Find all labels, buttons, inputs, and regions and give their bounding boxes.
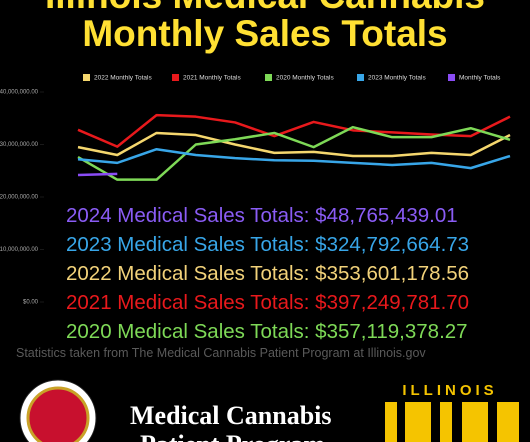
seal-inner <box>26 386 90 442</box>
subtitle: Monthly Sales Totals <box>82 13 447 54</box>
legend-label: 2023 Monthly Totals <box>368 75 426 82</box>
y-tick-label: $20,000,000.00 <box>0 195 39 201</box>
footer-line: Patient Program <box>140 430 325 442</box>
plot: $0.00 $10,000,000.00 $20,000,000.00 $30,000… <box>0 74 511 306</box>
y-tick-label: $40,000,000.00 <box>0 90 39 96</box>
logo-bar <box>385 402 397 442</box>
logo-bar <box>497 402 519 442</box>
sales-total: 2024 Medical Sales Totals: $48,765,439.0… <box>66 204 458 227</box>
legend-label: 2020 Monthly Totals <box>276 75 334 82</box>
source-note: Statistics taken from The Medical Cannab… <box>16 346 426 360</box>
sales-total: 2022 Medical Sales Totals: $353,601,178.… <box>66 262 469 285</box>
sales-total: 2021 Medical Sales Totals: $397,249,781.… <box>66 291 469 314</box>
sales-total: 2023 Medical Sales Totals: $324,792,664.… <box>66 233 469 256</box>
series-line <box>77 131 511 158</box>
legend-label: Monthly Totals <box>459 75 501 82</box>
footer: Medical Cannabis Patient Program ILLINOI… <box>19 376 530 442</box>
legend-label: 2022 Monthly Totals <box>94 75 152 82</box>
series-line <box>77 147 511 170</box>
legend-label: 2021 Monthly Totals <box>183 75 241 82</box>
series-line <box>77 172 118 177</box>
footer-line: Medical Cannabis <box>130 401 332 430</box>
y-tick-label: $0.00 <box>23 300 39 306</box>
title: Illinois Medical Cannabis <box>45 0 485 16</box>
logo-bar <box>462 402 488 442</box>
sales-total: 2020 Medical Sales Totals: $357,119,378.… <box>66 320 468 343</box>
legend-swatch <box>265 74 272 81</box>
legend-swatch <box>448 74 455 81</box>
legend-swatch <box>357 74 364 81</box>
y-tick-label: $30,000,000.00 <box>0 142 39 148</box>
y-tick-label: $10,000,000.00 <box>0 247 39 253</box>
legend-swatch <box>83 74 90 81</box>
logo-text: ILLINOIS <box>402 382 497 399</box>
logo-bar <box>440 402 452 442</box>
overlay: 2024 Medical Sales Totals: $48,765,439.0… <box>16 204 469 360</box>
series-line <box>77 125 511 181</box>
legend-swatch <box>172 74 179 81</box>
logo-bar <box>405 402 431 442</box>
